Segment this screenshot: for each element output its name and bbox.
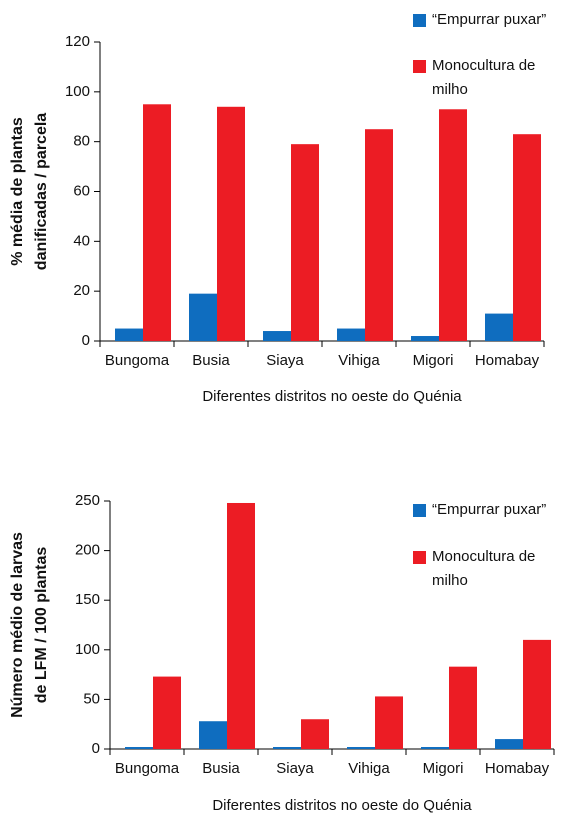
x-axis-label: Diferentes distritos no oeste do Quénia bbox=[212, 797, 472, 814]
y-tick-label: 0 bbox=[92, 740, 100, 757]
bar bbox=[449, 666, 477, 749]
y-tick-label: 50 bbox=[83, 690, 100, 707]
bar bbox=[263, 331, 291, 341]
y-tick-label: 60 bbox=[73, 182, 90, 199]
legend-swatch bbox=[413, 504, 426, 517]
x-axis-label: Diferentes distritos no oeste do Quénia bbox=[202, 388, 462, 405]
legend-label: “Empurrar puxar” bbox=[432, 501, 547, 518]
y-tick-label: 40 bbox=[73, 232, 90, 249]
y-axis-label: danificadas / parcela bbox=[33, 113, 50, 271]
bar bbox=[523, 639, 551, 749]
bar bbox=[273, 747, 301, 749]
legend-swatch bbox=[413, 60, 426, 73]
bar bbox=[365, 129, 393, 341]
y-tick-label: 20 bbox=[73, 282, 90, 299]
y-tick-label: 250 bbox=[75, 492, 100, 509]
x-tick-label: Homabay bbox=[485, 760, 550, 777]
bar bbox=[227, 502, 255, 749]
bar bbox=[125, 747, 153, 749]
bar bbox=[485, 313, 513, 341]
x-tick-label: Siaya bbox=[266, 352, 304, 369]
y-tick-label: 200 bbox=[75, 542, 100, 559]
bar bbox=[143, 104, 171, 342]
x-tick-label: Bungoma bbox=[115, 760, 180, 777]
x-tick-label: Busia bbox=[192, 352, 230, 369]
bar bbox=[199, 721, 227, 749]
legend-swatch bbox=[413, 551, 426, 564]
legend-swatch bbox=[413, 14, 426, 27]
x-tick-label: Siaya bbox=[276, 760, 314, 777]
y-axis-label: Número médio de larvas bbox=[9, 532, 26, 718]
bar bbox=[411, 336, 439, 341]
bar bbox=[337, 328, 365, 341]
bar bbox=[347, 747, 375, 749]
x-tick-label: Homabay bbox=[475, 352, 540, 369]
x-tick-label: Vihiga bbox=[348, 760, 390, 777]
bar bbox=[153, 676, 181, 749]
bar bbox=[115, 328, 143, 341]
x-tick-label: Migori bbox=[423, 760, 464, 777]
y-tick-label: 100 bbox=[65, 83, 90, 100]
bar bbox=[495, 739, 523, 749]
legend-label: Monocultura de milho bbox=[432, 548, 536, 589]
x-tick-label: Busia bbox=[202, 760, 240, 777]
y-axis-label: de LFM / 100 plantas bbox=[33, 547, 50, 704]
bar bbox=[375, 696, 403, 749]
y-tick-label: 100 bbox=[75, 641, 100, 658]
y-tick-label: 0 bbox=[82, 332, 90, 349]
bar bbox=[421, 747, 449, 749]
y-tick-label: 80 bbox=[73, 133, 90, 150]
x-tick-label: Migori bbox=[413, 352, 454, 369]
legend-label: Monocultura de milho bbox=[432, 57, 536, 98]
bar bbox=[189, 293, 217, 341]
y-axis-label: % média de plantas bbox=[9, 117, 26, 266]
bar bbox=[513, 134, 541, 341]
y-tick-label: 150 bbox=[75, 591, 100, 608]
bar bbox=[291, 144, 319, 341]
y-tick-label: 120 bbox=[65, 33, 90, 50]
bar bbox=[217, 106, 245, 342]
x-tick-label: Vihiga bbox=[338, 352, 380, 369]
legend-label: “Empurrar puxar” bbox=[432, 11, 547, 28]
bar bbox=[301, 719, 329, 749]
x-tick-label: Bungoma bbox=[105, 352, 170, 369]
bar bbox=[439, 109, 467, 342]
